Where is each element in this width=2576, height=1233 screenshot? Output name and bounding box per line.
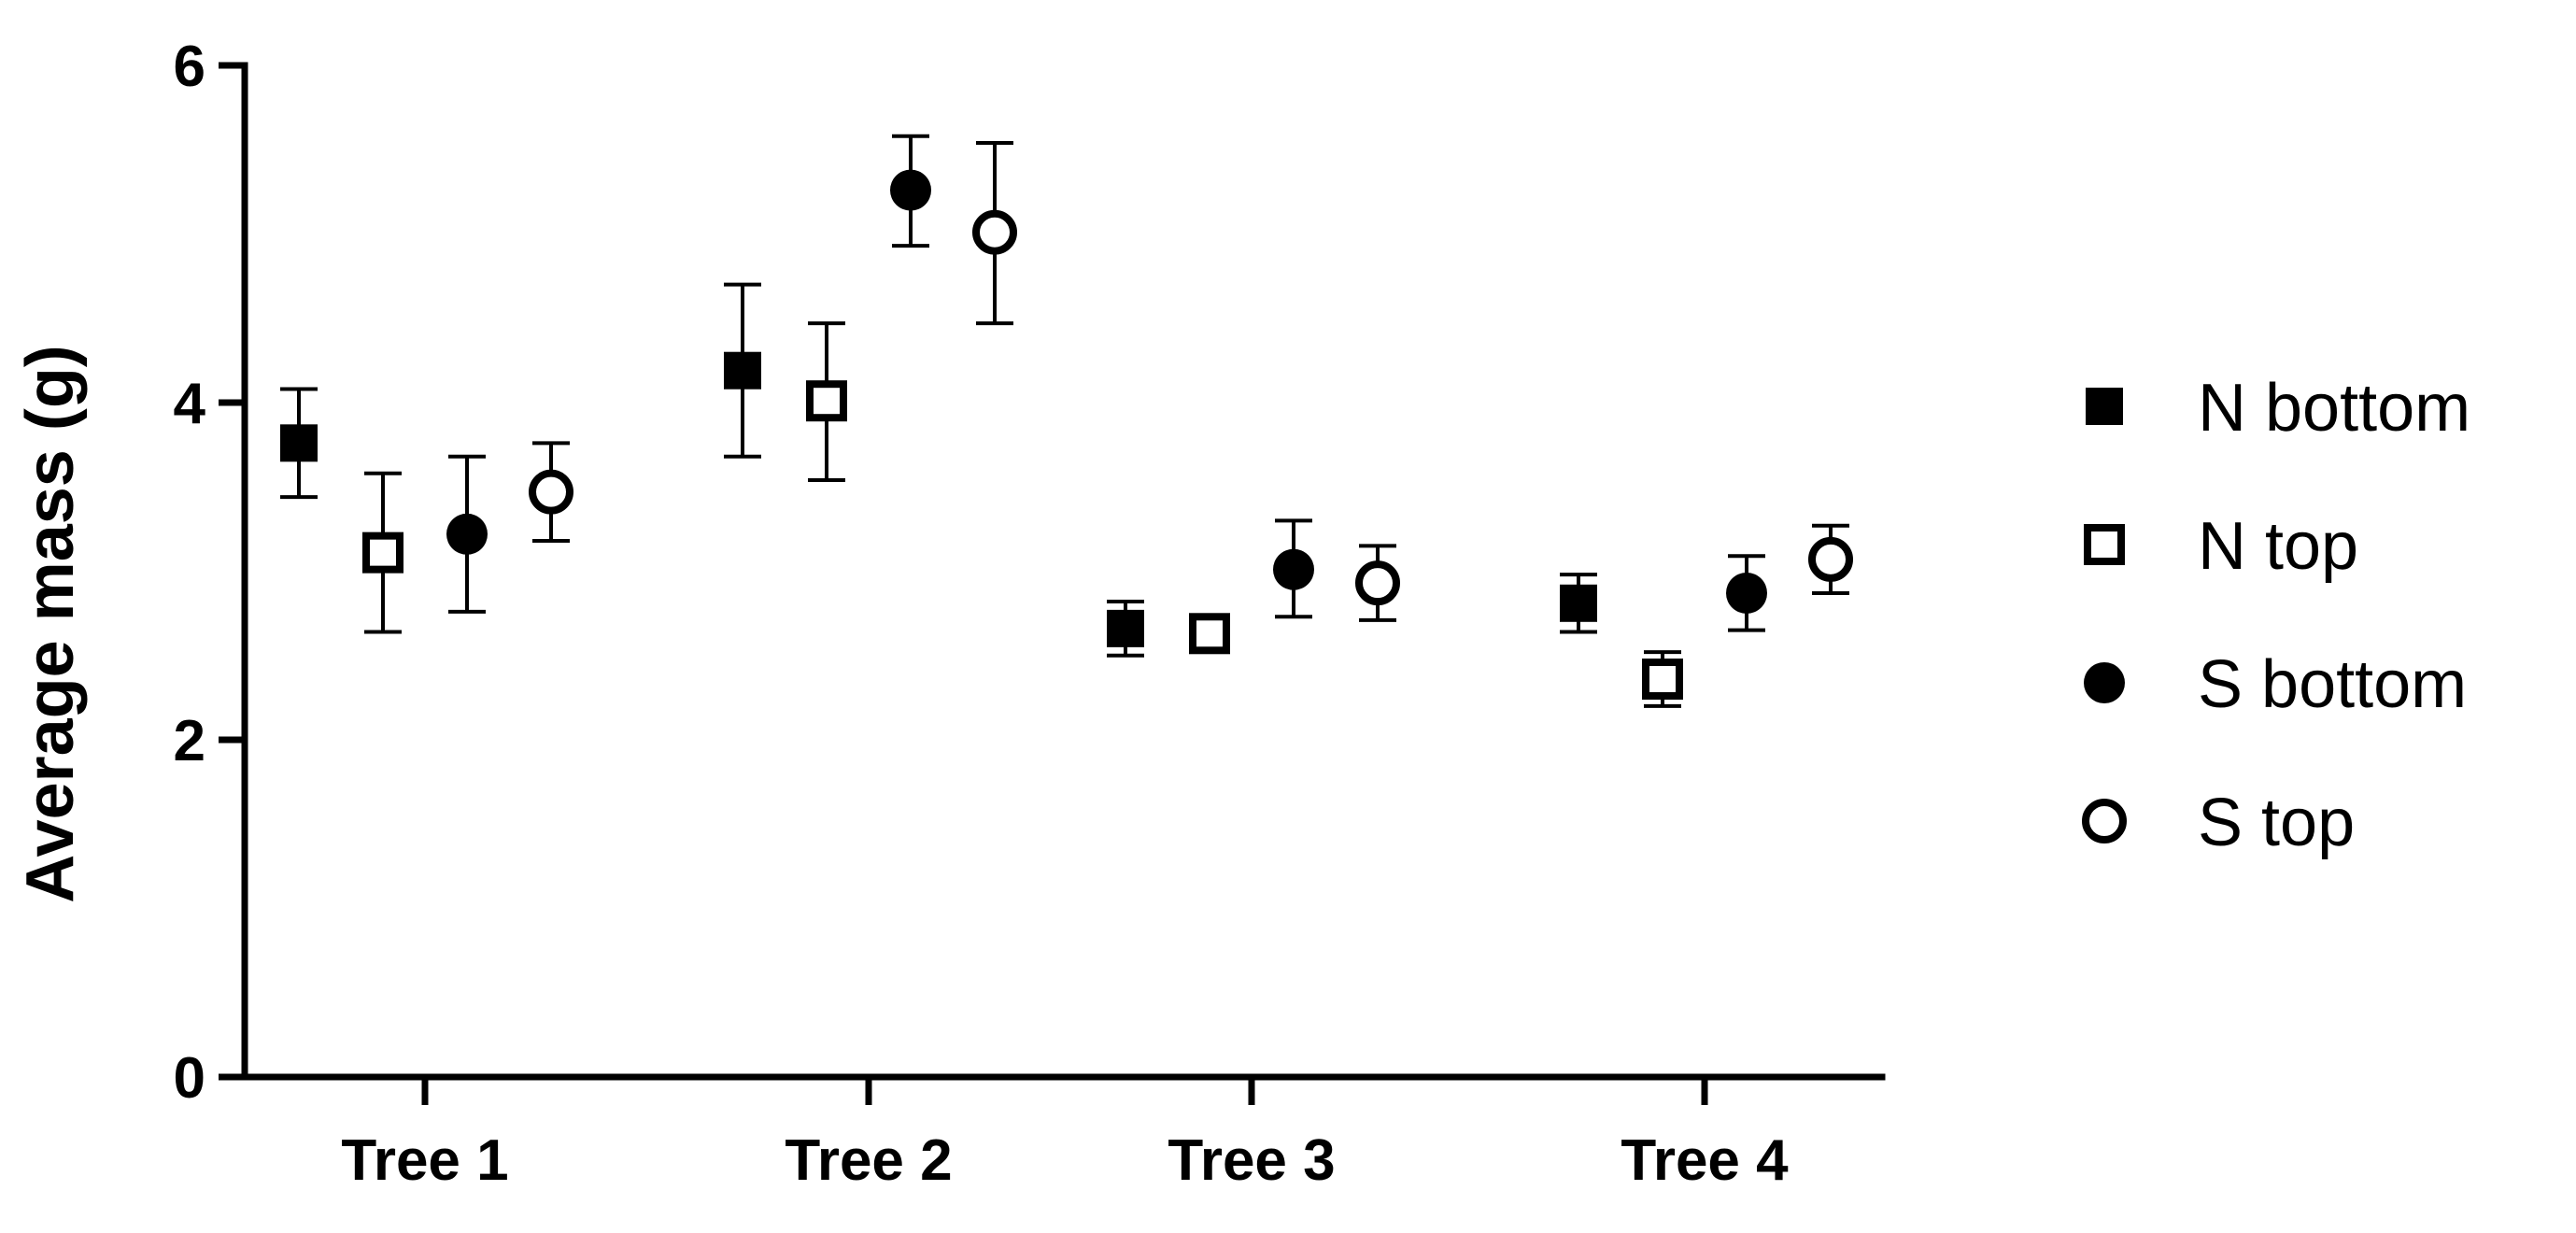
x-tick-label: Tree 1 bbox=[341, 1128, 508, 1193]
data-point bbox=[446, 513, 488, 555]
legend-marker bbox=[2086, 388, 2123, 425]
data-point bbox=[972, 209, 1017, 255]
legend: N bottom N top S bottom S top bbox=[2082, 371, 2470, 860]
series-n-bottom bbox=[280, 282, 1597, 658]
data-point bbox=[1107, 609, 1144, 647]
legend-item: S bottom bbox=[2084, 647, 2467, 722]
legend-marker bbox=[2084, 662, 2125, 703]
data-point bbox=[1808, 536, 1853, 582]
legend-label: N top bbox=[2198, 509, 2358, 584]
data-point bbox=[1560, 584, 1597, 622]
series-s-bottom bbox=[446, 134, 1767, 632]
legend-label: S top bbox=[2198, 786, 2355, 860]
plot-area bbox=[280, 134, 1853, 708]
legend-marker bbox=[2082, 799, 2127, 843]
axes: 0 2 4 6 Tree 1 Tree 2 Tree 3 Tree 4 bbox=[174, 35, 1886, 1193]
x-tick-label: Tree 3 bbox=[1168, 1128, 1335, 1193]
y-tick-label: 6 bbox=[174, 35, 205, 99]
y-tick-label: 2 bbox=[174, 709, 205, 773]
legend-item: N bottom bbox=[2086, 371, 2470, 446]
legend-label: N bottom bbox=[2198, 371, 2470, 446]
data-point bbox=[362, 531, 403, 574]
legend-label: S bottom bbox=[2198, 647, 2467, 722]
data-point bbox=[1273, 548, 1314, 590]
x-tick-label: Tree 4 bbox=[1621, 1128, 1789, 1193]
y-tick-label: 4 bbox=[174, 372, 206, 436]
data-point bbox=[890, 169, 931, 211]
data-point bbox=[1189, 613, 1230, 655]
legend-item: S top bbox=[2082, 786, 2355, 860]
x-tick-label: Tree 2 bbox=[785, 1128, 952, 1193]
data-point bbox=[724, 351, 761, 390]
y-tick-label: 0 bbox=[174, 1046, 205, 1111]
series-s-top bbox=[529, 141, 1853, 622]
data-point bbox=[806, 380, 847, 422]
data-point bbox=[529, 469, 573, 515]
data-point bbox=[1642, 659, 1683, 701]
data-point bbox=[1355, 560, 1400, 606]
data-point bbox=[280, 424, 318, 462]
y-axis-title: Average mass (g) bbox=[13, 345, 88, 903]
legend-marker bbox=[2084, 524, 2125, 565]
series-n-top bbox=[362, 321, 1683, 708]
legend-item: N top bbox=[2084, 509, 2358, 584]
data-point bbox=[1726, 572, 1767, 614]
